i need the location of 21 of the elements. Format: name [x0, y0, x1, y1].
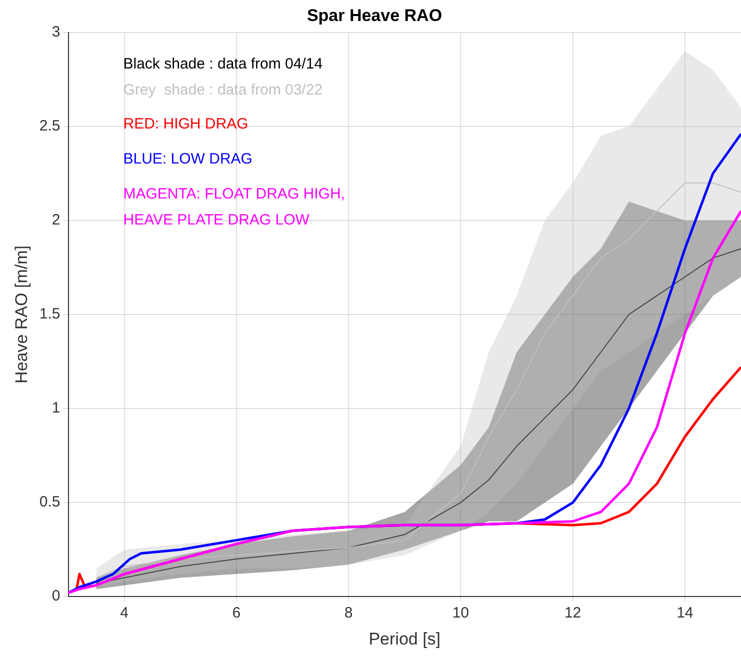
y-axis-title: Heave RAO [m/m]: [12, 246, 31, 384]
x-tick-label: 10: [452, 604, 470, 622]
y-tick-label: 3: [52, 24, 60, 41]
y-tick-label: 1.5: [39, 306, 60, 323]
x-tick-label: 4: [120, 604, 128, 622]
x-tick-label: 6: [232, 604, 241, 622]
annotation: MAGENTA: FLOAT DRAG HIGH, HEAVE PLATE DRAG LOW: [123, 186, 345, 229]
y-tick-label: 2: [52, 212, 60, 229]
annotation: Black shade : data from 04/14: [123, 56, 323, 73]
annotation: RED: HIGH DRAG: [123, 116, 248, 133]
annotation: BLUE: LOW DRAG: [123, 150, 252, 168]
x-tick-label: 14: [676, 604, 694, 622]
y-tick-label: 0: [52, 588, 60, 605]
y-tick-label: 1: [52, 400, 60, 417]
annotation: Grey shade : data from 03/22: [123, 82, 323, 99]
y-tick-label: 2.5: [39, 118, 60, 135]
x-tick-label: 8: [344, 604, 353, 622]
x-axis-title: Period [s]: [368, 629, 441, 648]
y-tick-label: 0.5: [39, 494, 60, 511]
chart-title: Spar Heave RAO: [306, 6, 442, 25]
x-tick-label: 12: [564, 604, 582, 622]
